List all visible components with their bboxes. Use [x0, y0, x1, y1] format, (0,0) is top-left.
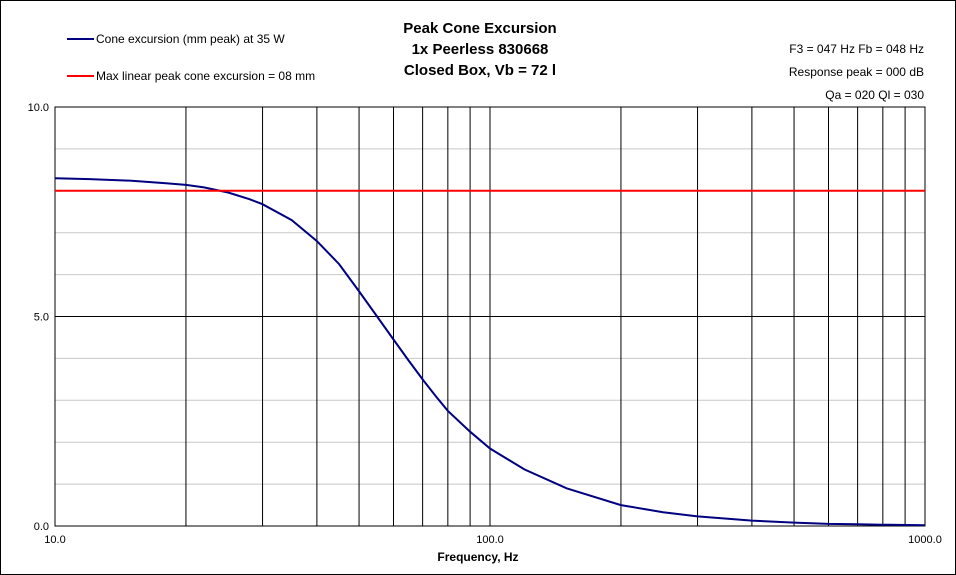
x-tick-label: 1000.0	[908, 534, 942, 546]
series-line-excursion	[54, 177, 926, 527]
legend-entry-excursion: Cone excursion (mm peak) at 35 W	[67, 32, 285, 46]
plot-border	[54, 106, 926, 527]
y-tick-label: 5.0	[34, 312, 49, 324]
x-tick-label: 10.0	[44, 534, 65, 546]
legend-swatch-excursion	[67, 38, 94, 40]
y-tick-label: 10.0	[28, 102, 49, 114]
x-axis-title: Frequency, Hz	[437, 550, 519, 564]
annotation-f3-fb: F3 = 047 Hz Fb = 048 Hz	[789, 42, 924, 56]
legend-label-excursion: Cone excursion (mm peak) at 35 W	[96, 32, 285, 46]
annotation-qa-ql: Qa = 020 Ql = 030	[825, 88, 924, 102]
y-tick-label: 0.0	[34, 521, 49, 533]
x-tick-label: 100.0	[476, 534, 504, 546]
chart-title-line-3: Closed Box, Vb = 72 l	[403, 62, 557, 79]
annotation-response-peak: Response peak = 000 dB	[788, 65, 924, 79]
chart-title-line-1: Peak Cone Excursion	[403, 20, 557, 37]
chart-title-line-2: 1x Peerless 830668	[411, 41, 549, 58]
legend-swatch-max-linear	[67, 75, 94, 77]
legend-entry-max-linear: Max linear peak cone excursion = 08 mm	[67, 69, 315, 83]
legend-label-max-linear: Max linear peak cone excursion = 08 mm	[96, 69, 316, 83]
